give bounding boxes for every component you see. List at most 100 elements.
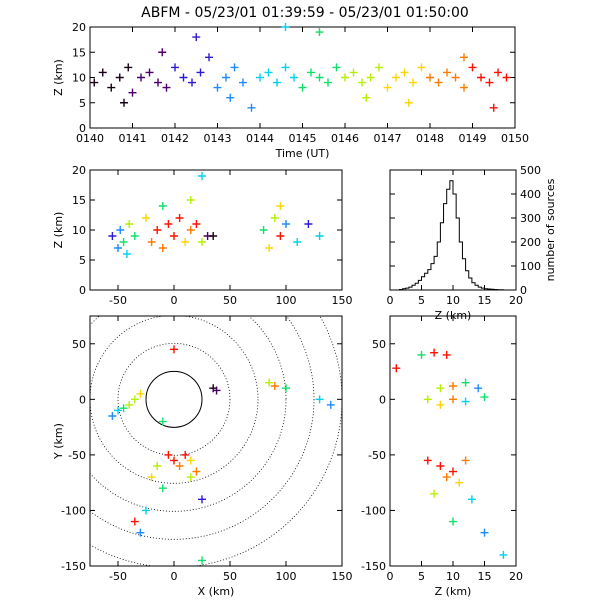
data-point (198, 556, 206, 565)
time-altitude-panel: 0140 0141 0142 0143 0144 0145 0146 0147 0148 0149… (52, 21, 529, 160)
data-point (451, 73, 460, 82)
y-tick-label: 20 (72, 164, 86, 177)
data-point (226, 93, 235, 102)
y-tick-label: 200 (520, 236, 541, 249)
data-point (181, 450, 190, 459)
data-point (281, 63, 290, 72)
data-point (164, 450, 173, 459)
y-tick-label: 15 (72, 194, 86, 207)
data-point (122, 250, 131, 258)
data-point (264, 68, 273, 77)
chart-title: ABFM - 05/23/01 01:39:59 - 05/23/01 01:5… (141, 5, 469, 21)
data-point (162, 83, 171, 92)
x-tick-label: -50 (109, 294, 127, 307)
data-point (467, 495, 476, 504)
data-point (119, 404, 128, 413)
data-point (186, 473, 195, 482)
x-tick-label: 20 (509, 294, 523, 307)
data-point (145, 68, 154, 77)
data-point (114, 244, 122, 252)
x-tick-label: 0 (171, 570, 178, 583)
data-point (449, 395, 457, 404)
x-axis-label: Z (km) (435, 585, 472, 598)
x-tick-label: 0150 (501, 132, 529, 145)
data-point (392, 364, 401, 373)
data-point (436, 400, 445, 409)
y-tick-label: 0 (79, 393, 86, 406)
range-ring (117, 342, 231, 456)
data-point (170, 456, 178, 465)
data-point (198, 495, 206, 504)
data-point (436, 462, 445, 470)
data-point (212, 386, 221, 395)
range-ring (145, 370, 203, 428)
data-point (404, 98, 413, 107)
data-point (90, 78, 99, 87)
x-tick-label: 0141 (119, 132, 147, 145)
x-tick-label: 0145 (289, 132, 317, 145)
x-axis-label: Time (UT) (275, 147, 330, 160)
y-tick-label: 15 (72, 46, 86, 59)
data-point (120, 98, 128, 107)
data-point (147, 238, 156, 246)
data-point (442, 473, 451, 482)
data-point (209, 232, 218, 240)
data-point (315, 73, 324, 82)
data-point (108, 412, 117, 420)
data-point (477, 73, 485, 82)
x-tick-label: 20 (509, 570, 523, 583)
data-point (198, 172, 206, 180)
data-point (461, 397, 470, 406)
data-point (153, 462, 162, 470)
x-tick-label: 50 (223, 570, 237, 583)
data-point (186, 226, 195, 234)
data-point (175, 214, 184, 222)
x-tick-label: 150 (332, 294, 353, 307)
y-tick-label: 10 (72, 72, 86, 85)
x-altitude-panel: -50 0 50 100 150 0 5 10 15 20 Z (km) (52, 164, 353, 307)
data-point (175, 462, 184, 470)
data-point (423, 395, 432, 404)
y-tick-label: -50 (368, 449, 386, 462)
data-point (293, 238, 302, 246)
data-point (480, 393, 489, 402)
data-point (480, 528, 489, 537)
data-point (259, 226, 268, 234)
plot-frame (89, 26, 516, 129)
y-tick-label: 5 (79, 97, 86, 110)
y-tick-label: -150 (61, 560, 86, 573)
x-tick-label: 15 (478, 294, 492, 307)
y-tick-label: 400 (520, 188, 541, 201)
y-tick-label: 10 (72, 224, 86, 237)
data-point (188, 78, 196, 87)
data-point (461, 378, 470, 387)
data-point (400, 68, 409, 77)
data-point (366, 73, 375, 82)
data-point (449, 467, 457, 476)
data-point (341, 73, 349, 82)
histogram-line (390, 180, 516, 291)
x-tick-label: 0 (387, 570, 394, 583)
data-point (247, 103, 256, 112)
data-point (423, 456, 432, 465)
plan-view-panel: -50 0 50 100 150 -150 -100 -50 0 50 X (km) Y (km) (52, 315, 353, 598)
range-ring (90, 316, 259, 484)
plot-frame (389, 315, 517, 567)
data-point (158, 48, 167, 57)
data-point (290, 73, 298, 82)
y-tick-label: -100 (361, 504, 386, 517)
data-point (116, 226, 125, 234)
x-tick-label: 0143 (204, 132, 232, 145)
data-point (460, 53, 468, 62)
data-point (474, 384, 483, 393)
data-point (430, 489, 439, 498)
data-point (137, 73, 145, 82)
x-tick-label: 10 (446, 570, 460, 583)
x-tick-label: -50 (109, 570, 127, 583)
data-point (136, 528, 145, 537)
data-point (326, 400, 335, 409)
data-point (153, 226, 162, 234)
data-point (436, 384, 445, 393)
data-point (332, 63, 341, 72)
